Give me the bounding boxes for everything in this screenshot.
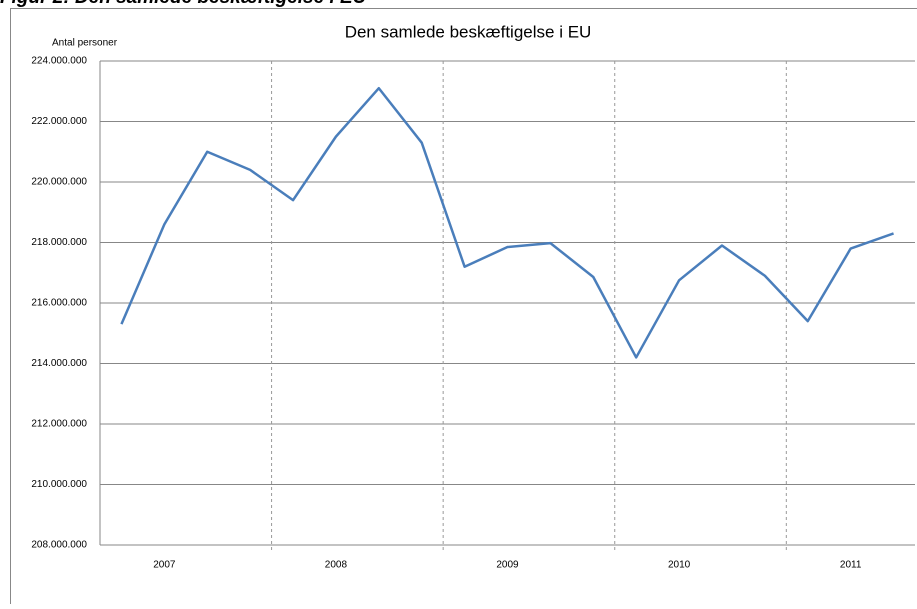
- y-tick-label: 222.000.000: [31, 116, 87, 127]
- y-axis-title: Antal personer: [52, 38, 118, 49]
- x-tick-label: 2009: [496, 560, 519, 571]
- y-tick-label: 214.000.000: [31, 358, 87, 369]
- y-tick-label: 224.000.000: [31, 56, 87, 67]
- y-tick-label: 212.000.000: [31, 419, 87, 430]
- y-tick-label: 216.000.000: [31, 298, 87, 309]
- y-tick-label: 208.000.000: [31, 540, 87, 551]
- x-tick-label: 2008: [325, 560, 348, 571]
- chart-border: [11, 9, 917, 605]
- x-tick-label: 2010: [668, 560, 691, 571]
- y-tick-label: 218.000.000: [31, 237, 87, 248]
- figure-header: Figur 2: Den samlede beskæftigelse i EU: [0, 0, 368, 8]
- y-tick-label: 210.000.000: [31, 479, 87, 490]
- data-line: [121, 88, 893, 357]
- y-tick-label: 220.000.000: [31, 177, 87, 188]
- x-tick-label: 2011: [840, 560, 862, 571]
- x-tick-label: 2007: [153, 560, 176, 571]
- chart-title: Den samlede beskæftigelse i EU: [345, 22, 592, 41]
